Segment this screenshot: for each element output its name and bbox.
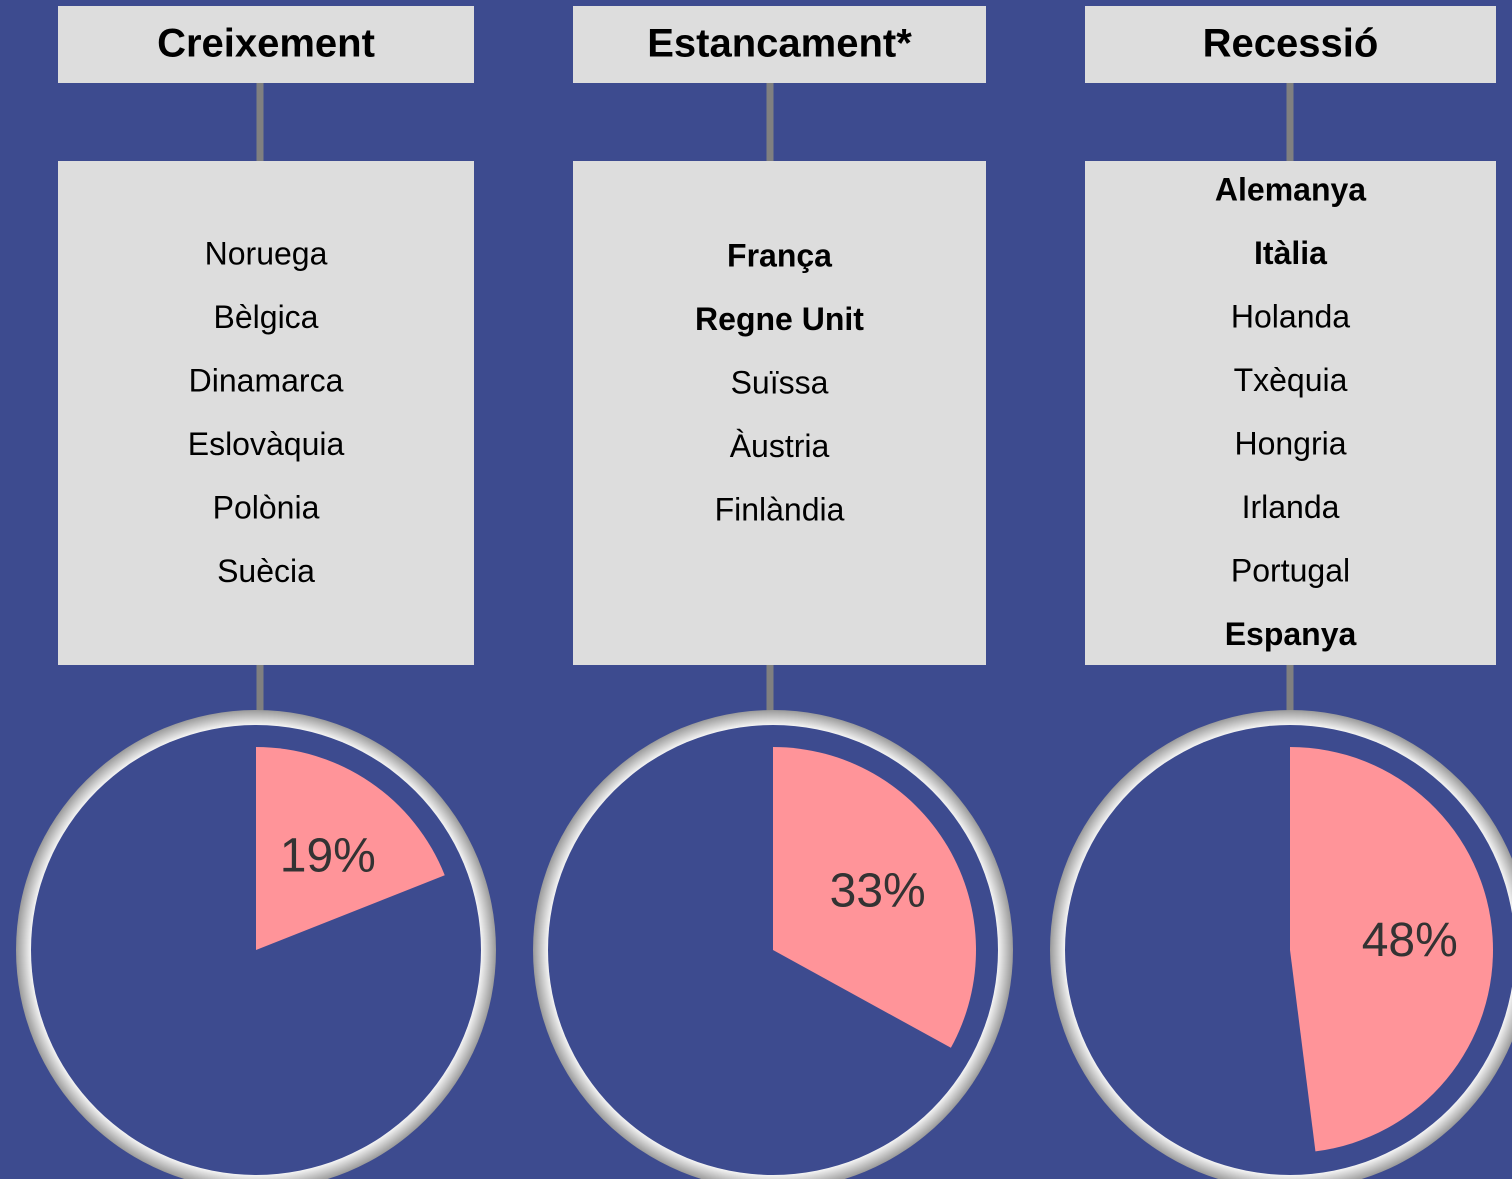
list-box — [1085, 161, 1496, 665]
header-title: Estancament* — [647, 22, 912, 66]
header-box — [573, 6, 986, 83]
country: Itàlia — [1254, 235, 1327, 271]
pie-label: 19% — [280, 830, 376, 883]
header-title: Creixement — [157, 22, 375, 66]
country: Hongria — [1234, 425, 1346, 461]
country: Alemanya — [1215, 171, 1366, 207]
pie-wedge — [1290, 747, 1493, 1152]
country: Eslovàquia — [188, 426, 345, 462]
country: Noruega — [205, 235, 328, 271]
header-box — [1085, 6, 1496, 83]
pie-wedge — [773, 747, 977, 1048]
country: Suècia — [217, 553, 315, 589]
country: Suïssa — [731, 364, 829, 400]
country: Àustria — [730, 428, 830, 464]
country: Regne Unit — [695, 301, 864, 337]
header-title: Recessió — [1203, 22, 1379, 66]
country: França — [727, 237, 832, 273]
header-box — [58, 6, 474, 83]
list-box — [58, 161, 474, 665]
pie-label: 48% — [1362, 914, 1458, 967]
country: Finlàndia — [715, 491, 845, 527]
country: Holanda — [1231, 298, 1350, 334]
country: Polònia — [213, 489, 320, 525]
country: Txèquia — [1234, 362, 1348, 398]
country: Espanya — [1225, 616, 1357, 652]
country: Bèlgica — [214, 299, 319, 335]
country: Irlanda — [1242, 489, 1340, 525]
pie-label: 33% — [830, 865, 926, 918]
pie-wedge — [256, 747, 445, 950]
country: Dinamarca — [189, 362, 344, 398]
list-box — [573, 161, 986, 665]
country: Portugal — [1231, 552, 1350, 588]
